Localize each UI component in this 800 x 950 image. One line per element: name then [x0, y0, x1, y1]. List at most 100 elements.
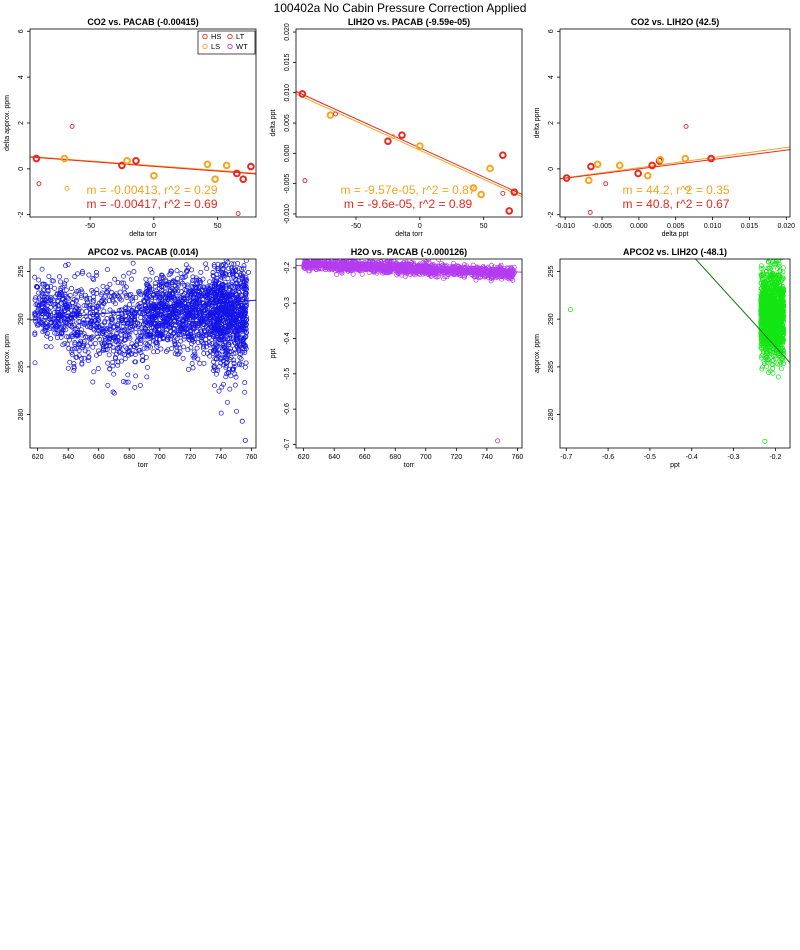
data-point — [643, 171, 652, 180]
data-point — [510, 188, 519, 196]
data-point — [125, 349, 131, 355]
data-point — [175, 351, 181, 357]
x-tick-label: 0.020 — [778, 223, 796, 230]
data-point — [64, 321, 70, 327]
data-point — [144, 294, 149, 300]
data-point — [74, 297, 79, 303]
data-point — [227, 272, 233, 278]
data-point — [505, 207, 514, 215]
data-point — [126, 270, 132, 276]
data-point — [243, 329, 249, 335]
data-point — [500, 273, 506, 279]
data-point — [199, 320, 205, 325]
data-point — [232, 308, 238, 314]
data-point — [213, 347, 219, 353]
data-point — [69, 346, 75, 352]
data-point — [213, 279, 219, 285]
legend-label: WT — [236, 42, 248, 51]
data-point — [214, 350, 220, 356]
y-tick-label: -0.6 — [284, 403, 291, 415]
data-point — [426, 259, 431, 262]
data-point — [61, 315, 67, 321]
data-point — [486, 164, 494, 173]
data-point — [97, 351, 103, 357]
data-point — [113, 355, 118, 361]
data-point — [243, 297, 249, 303]
data-point — [43, 343, 49, 349]
data-point — [138, 350, 144, 355]
data-point — [124, 323, 130, 329]
data-point — [415, 265, 421, 271]
data-point — [216, 287, 222, 293]
data-point — [144, 292, 149, 298]
data-point — [222, 161, 231, 170]
data-point — [238, 292, 244, 298]
y-tick-label: 285 — [18, 361, 25, 373]
data-point — [169, 291, 175, 297]
data-point — [40, 281, 46, 287]
data-point — [219, 333, 225, 338]
y-axis-label: delta ppt — [270, 110, 277, 137]
data-point — [112, 324, 117, 330]
data-point — [224, 349, 230, 355]
data-point — [32, 274, 38, 280]
data-point — [243, 322, 249, 328]
data-point — [229, 292, 235, 298]
data-point — [90, 344, 96, 350]
data-point — [228, 336, 234, 342]
data-point — [217, 320, 223, 326]
data-point — [356, 260, 361, 266]
data-point — [195, 306, 201, 311]
regression-line — [296, 93, 522, 198]
data-point — [199, 297, 205, 303]
data-point — [188, 329, 193, 335]
data-point — [239, 418, 245, 424]
data-point — [105, 267, 110, 273]
data-point — [154, 276, 160, 282]
data-point — [593, 160, 602, 169]
data-point — [95, 366, 101, 372]
data-point — [125, 372, 131, 378]
data-point — [222, 290, 228, 296]
data-point — [130, 260, 136, 266]
data-point — [43, 321, 49, 327]
y-tick-label: 6 — [548, 29, 555, 33]
data-point — [85, 358, 91, 364]
data-point — [223, 374, 229, 380]
data-point — [172, 283, 178, 289]
data-point — [190, 307, 196, 313]
data-point — [78, 338, 84, 344]
data-point — [36, 290, 42, 296]
data-point — [154, 331, 160, 337]
data-point — [151, 325, 156, 331]
data-point — [160, 291, 166, 297]
data-point — [189, 360, 195, 366]
y-tick-label: 0.020 — [284, 23, 291, 41]
data-point — [232, 346, 238, 352]
data-point — [123, 157, 131, 165]
data-point — [243, 290, 249, 296]
data-point — [407, 263, 413, 269]
data-point — [94, 269, 99, 275]
y-tick-label: 4 — [548, 75, 555, 79]
y-tick-label: 0.010 — [284, 84, 291, 102]
panel-title: H2O vs. PACAB (-0.000126) — [351, 247, 467, 257]
data-point — [132, 314, 138, 320]
data-point — [94, 331, 100, 337]
data-point — [67, 323, 73, 329]
data-point — [32, 154, 41, 163]
data-point — [80, 320, 86, 326]
data-layer — [560, 123, 790, 215]
data-point — [162, 296, 168, 302]
data-point — [298, 90, 307, 98]
data-point — [142, 306, 148, 312]
data-point — [63, 327, 69, 333]
data-point — [39, 321, 45, 327]
data-point — [240, 273, 246, 279]
data-point — [143, 354, 149, 360]
data-point — [84, 295, 90, 301]
data-point — [240, 339, 246, 344]
data-point — [61, 283, 67, 289]
data-point — [71, 368, 77, 374]
data-point — [334, 272, 339, 277]
